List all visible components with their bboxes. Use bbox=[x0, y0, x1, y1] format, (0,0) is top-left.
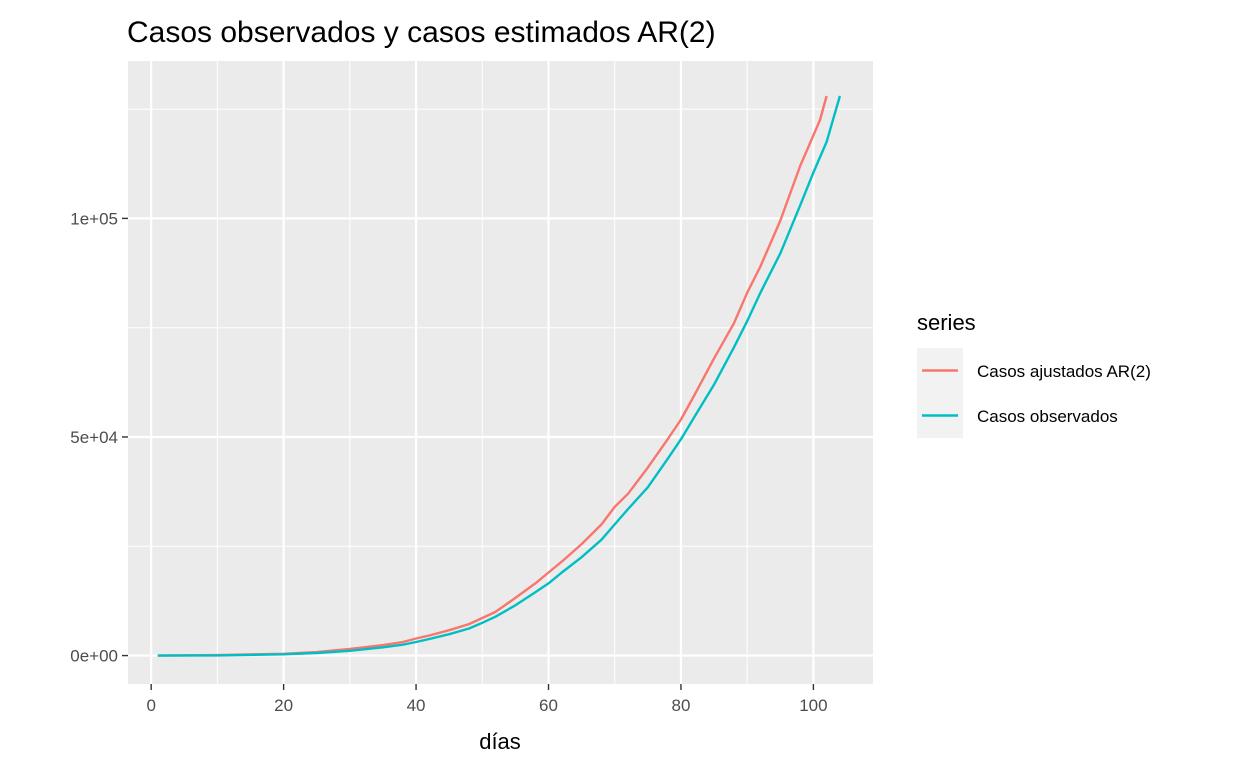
legend-items: Casos ajustados AR(2) Casos observados bbox=[917, 348, 1151, 438]
x-tick-label: 40 bbox=[407, 696, 426, 715]
x-axis: 0 20 40 60 80 100 bbox=[146, 684, 828, 715]
x-axis-title: días bbox=[479, 729, 521, 754]
x-tick-label: 80 bbox=[671, 696, 690, 715]
series-line-1 bbox=[157, 95, 842, 657]
y-axis: 0e+00 5e+04 1e+05 bbox=[70, 209, 128, 666]
legend-label: Casos ajustados AR(2) bbox=[977, 362, 1151, 381]
legend-label: Casos observados bbox=[977, 407, 1118, 426]
y-tick-label: 0e+00 bbox=[70, 647, 118, 666]
x-tick-label: 100 bbox=[799, 696, 827, 715]
x-tick-label: 60 bbox=[539, 696, 558, 715]
plot-panel bbox=[128, 61, 873, 684]
series-lines bbox=[157, 95, 842, 657]
chart-title: Casos observados y casos estimados AR(2) bbox=[127, 16, 716, 49]
y-tick-label: 5e+04 bbox=[70, 428, 118, 447]
grid-minor bbox=[128, 61, 873, 684]
y-tick-label: 1e+05 bbox=[70, 209, 118, 228]
legend: series Casos ajustados AR(2) Casos observ… bbox=[917, 310, 1151, 438]
x-tick-label: 20 bbox=[274, 696, 293, 715]
series-line-0 bbox=[157, 95, 828, 657]
x-tick-label: 0 bbox=[146, 696, 155, 715]
legend-title: series bbox=[917, 310, 976, 335]
grid-major bbox=[128, 61, 873, 684]
